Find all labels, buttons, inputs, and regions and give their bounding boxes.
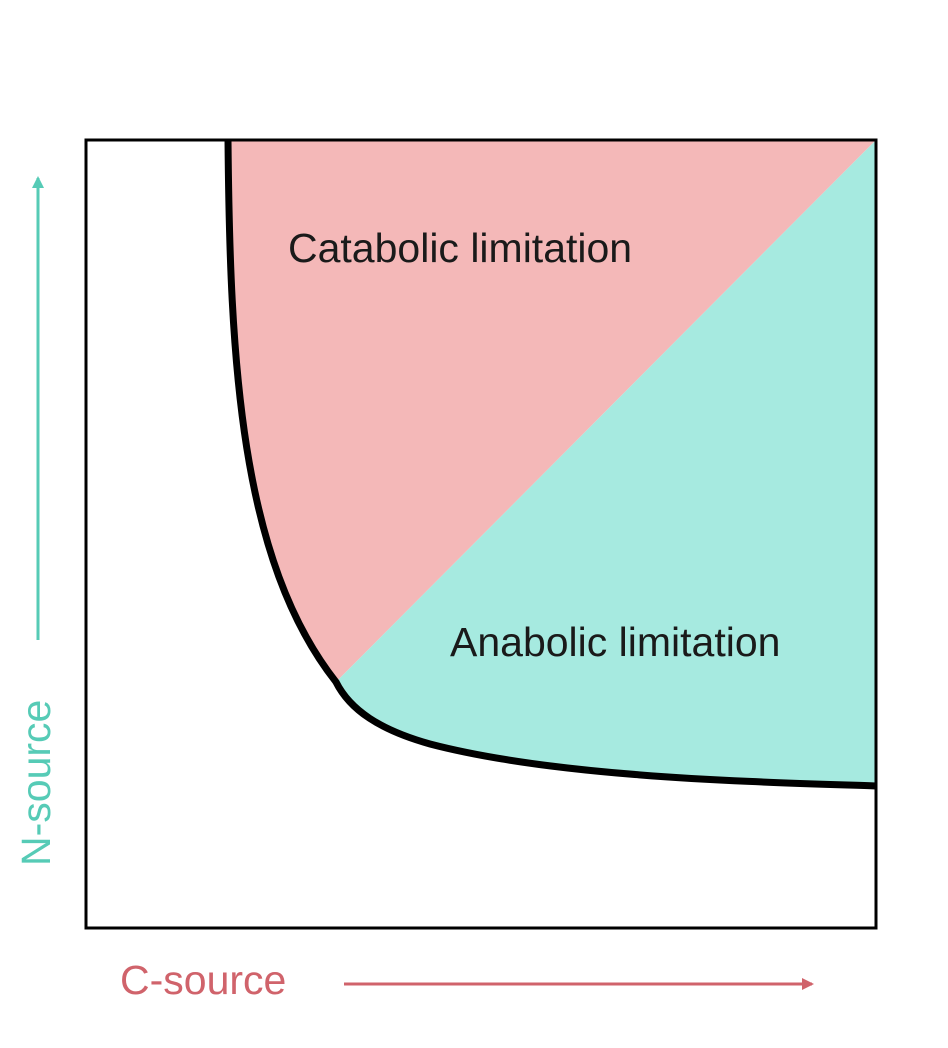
plot-frame xyxy=(84,138,878,930)
catabolic-region xyxy=(228,140,876,682)
anabolic-region xyxy=(336,140,876,786)
boundary-curve xyxy=(224,139,877,790)
c-source-label: C-source xyxy=(120,957,286,1003)
anabolic-label: Anabolic limitation xyxy=(450,619,780,665)
n-source-label: N-source xyxy=(13,700,59,866)
catabolic-label: Catabolic limitation xyxy=(288,225,632,271)
